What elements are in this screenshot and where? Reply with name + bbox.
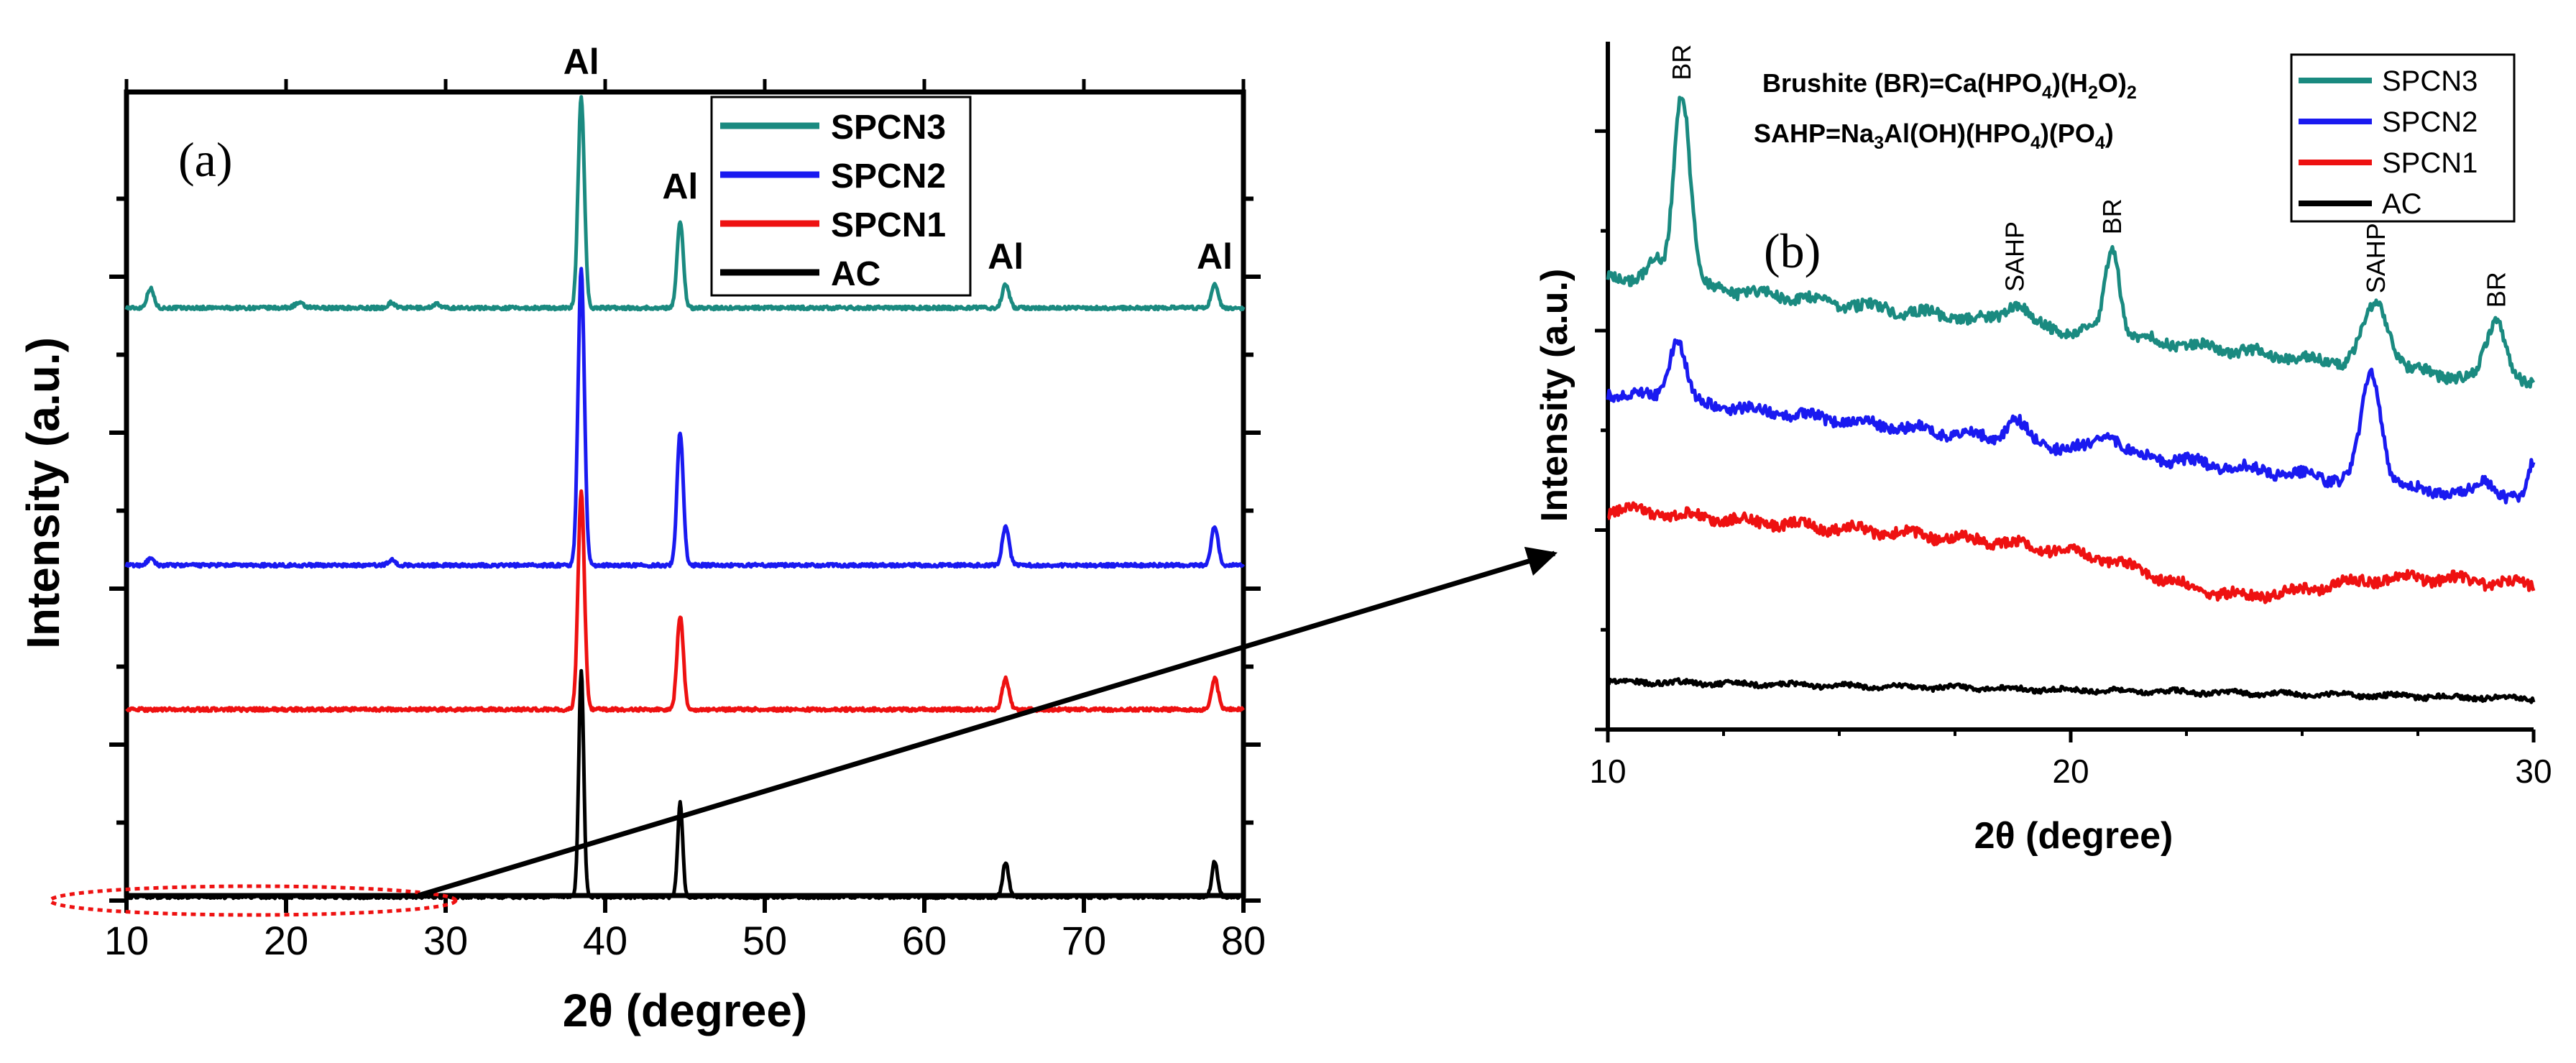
peak-label-sahp-b: SAHP xyxy=(2361,223,2391,293)
series-line-spcn3-b xyxy=(1606,96,2536,389)
x-axis-label-a: 2θ (degree) xyxy=(563,985,807,1036)
y-axis-label-a: Intensity (a.u.) xyxy=(17,337,69,649)
peak-label-al-a: Al xyxy=(564,42,599,82)
y-axis-label-b: Intensity (a.u.) xyxy=(1534,269,1576,522)
series-line-spcn2-b xyxy=(1606,338,2536,505)
legend-label-spcn3-a: SPCN3 xyxy=(831,109,946,147)
x-tick-label-b: 10 xyxy=(1589,753,1626,790)
series-lines-b xyxy=(1606,96,2536,704)
x-tick-label-b: 20 xyxy=(2052,753,2089,790)
series-line-spcn3-a xyxy=(124,95,1246,312)
series-line-spcn2-a xyxy=(124,267,1246,569)
peak-label-al-a: Al xyxy=(988,236,1024,277)
peak-label-br-b: BR xyxy=(2482,272,2511,308)
formula-sahp: SAHP=Na3Al(OH)(HPO4)(PO4) xyxy=(1754,119,2114,153)
plot-frame-a xyxy=(124,89,1246,898)
x-tick-label-a: 60 xyxy=(902,918,947,963)
zoom-arrow xyxy=(417,546,1558,898)
axis-ticks-b: 10 20 30 xyxy=(1589,129,2552,790)
x-tick-label-a: 50 xyxy=(742,918,787,963)
chart-panel-a: 10 20 30 40 50 60 70 80 Al Al Al Al (a) Intensity … xyxy=(17,42,1266,1036)
formula-brushite: Brushite (BR)=Ca(HPO4)(H2O)2 xyxy=(1762,68,2137,103)
chart-panel-b: 10 20 30 BR SAHP BR SAHP BR (b) Intensity (a.u… xyxy=(1534,42,2552,857)
legend-b: SPCN3 SPCN2 SPCN1 AC xyxy=(2290,53,2516,223)
x-tick-label-a: 70 xyxy=(1062,918,1106,963)
x-tick-label-a: 10 xyxy=(104,918,149,963)
x-axis-label-b: 2θ (degree) xyxy=(1974,815,2174,857)
x-tick-label-a: 80 xyxy=(1221,918,1266,963)
series-line-ac-b xyxy=(1606,677,2536,704)
peak-labels-a: Al Al Al Al xyxy=(564,42,1233,277)
peak-label-sahp-b: SAHP xyxy=(2000,221,2030,292)
series-line-ac-a xyxy=(124,668,1245,901)
peak-label-al-a: Al xyxy=(662,167,698,207)
legend-box-a xyxy=(710,96,972,297)
peak-label-al-a: Al xyxy=(1197,236,1233,277)
legend-a: SPCN3 SPCN2 SPCN1 AC xyxy=(710,96,972,297)
peak-label-br-b: BR xyxy=(1667,45,1696,80)
peak-labels-b: BR SAHP BR SAHP BR xyxy=(1667,45,2511,308)
series-line-spcn1-b xyxy=(1607,501,2536,604)
series-line-spcn1-a xyxy=(125,489,1245,714)
x-tick-label-a: 30 xyxy=(423,918,468,963)
legend-label-spcn2-a: SPCN2 xyxy=(831,157,946,195)
legend-label-ac-b: AC xyxy=(2382,188,2422,220)
panel-label-a: (a) xyxy=(178,132,232,187)
zoom-region-ellipse xyxy=(48,884,458,917)
x-tick-label-a: 20 xyxy=(264,918,308,963)
x-tick-label-b: 30 xyxy=(2515,753,2552,790)
x-tick-label-a: 40 xyxy=(583,918,627,963)
legend-label-spcn3-b: SPCN3 xyxy=(2382,65,2478,97)
legend-label-spcn1-a: SPCN1 xyxy=(831,206,946,244)
panel-label-b: (b) xyxy=(1764,224,1821,278)
legend-label-spcn1-b: SPCN1 xyxy=(2382,147,2478,179)
peak-label-br-b: BR xyxy=(2097,198,2127,234)
axis-ticks-a: 10 20 30 40 50 60 70 80 xyxy=(104,79,1266,963)
legend-label-ac-a: AC xyxy=(831,255,880,293)
legend-label-spcn2-b: SPCN2 xyxy=(2382,106,2478,138)
series-lines-a xyxy=(124,95,1246,901)
